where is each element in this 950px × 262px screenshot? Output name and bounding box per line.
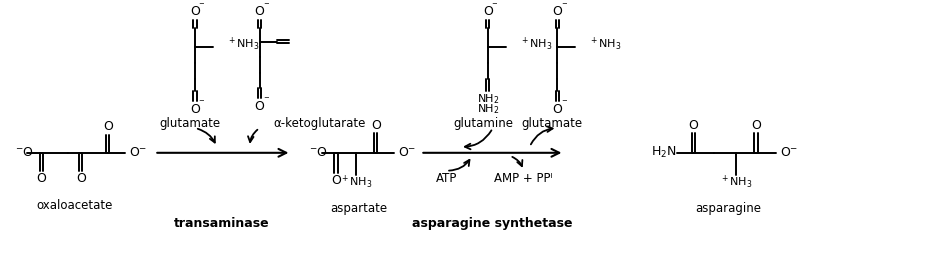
- Text: NH$_2$: NH$_2$: [477, 102, 499, 116]
- Text: asparagine: asparagine: [695, 202, 761, 215]
- Text: H$_2$N: H$_2$N: [651, 145, 676, 160]
- Text: O: O: [553, 5, 562, 18]
- FancyArrowPatch shape: [512, 157, 523, 166]
- Text: $^+$NH$_3$: $^+$NH$_3$: [520, 36, 552, 53]
- Text: oxaloacetate: oxaloacetate: [37, 199, 113, 212]
- Text: $^{-}$: $^{-}$: [263, 1, 270, 11]
- Text: transaminase: transaminase: [174, 217, 270, 230]
- Text: $^{-}$O: $^{-}$O: [309, 146, 328, 159]
- Text: glutamate: glutamate: [522, 117, 583, 129]
- FancyArrowPatch shape: [198, 129, 215, 143]
- Text: $^{-}$: $^{-}$: [199, 98, 205, 108]
- Text: O: O: [103, 121, 113, 134]
- Text: $^{-}$: $^{-}$: [491, 1, 499, 11]
- Text: $^+$NH$_3$: $^+$NH$_3$: [720, 174, 752, 191]
- Text: O: O: [370, 118, 381, 132]
- Text: $^{-}$O: $^{-}$O: [15, 146, 34, 159]
- Text: $^+$NH$_3$: $^+$NH$_3$: [589, 36, 622, 53]
- Text: O: O: [190, 5, 200, 18]
- Text: AMP + PPᴵ: AMP + PPᴵ: [494, 172, 553, 185]
- Text: glutamate: glutamate: [160, 117, 220, 129]
- Text: ATP: ATP: [435, 172, 457, 185]
- Text: O: O: [76, 172, 86, 185]
- Text: O: O: [483, 5, 493, 18]
- Text: α-ketoglutarate: α-ketoglutarate: [274, 117, 366, 129]
- FancyArrowPatch shape: [465, 130, 491, 149]
- Text: O$^{-}$: O$^{-}$: [128, 146, 147, 159]
- Text: O: O: [332, 174, 341, 187]
- Text: $^{-}$: $^{-}$: [263, 95, 270, 105]
- Text: O: O: [689, 118, 698, 132]
- Text: O: O: [255, 100, 264, 113]
- Text: $^+$NH$_3$: $^+$NH$_3$: [227, 36, 259, 53]
- Text: O: O: [553, 103, 562, 116]
- Text: NH$_2$: NH$_2$: [477, 92, 499, 106]
- Text: $^+$NH$_3$: $^+$NH$_3$: [339, 174, 372, 191]
- Text: O: O: [751, 118, 761, 132]
- Text: glutamine: glutamine: [453, 117, 513, 129]
- Text: O$^{-}$: O$^{-}$: [780, 146, 798, 159]
- Text: $^{-}$: $^{-}$: [199, 1, 205, 11]
- FancyArrowPatch shape: [449, 160, 469, 171]
- Text: aspartate: aspartate: [331, 202, 388, 215]
- Text: O: O: [36, 172, 47, 185]
- Text: O: O: [190, 103, 200, 116]
- Text: O: O: [255, 5, 264, 18]
- Text: O$^{-}$: O$^{-}$: [397, 146, 416, 159]
- Text: $^{-}$: $^{-}$: [560, 1, 568, 11]
- Text: $^{-}$: $^{-}$: [560, 98, 568, 108]
- Text: asparagine synthetase: asparagine synthetase: [411, 217, 572, 230]
- FancyArrowPatch shape: [248, 130, 257, 142]
- FancyArrowPatch shape: [531, 126, 553, 144]
